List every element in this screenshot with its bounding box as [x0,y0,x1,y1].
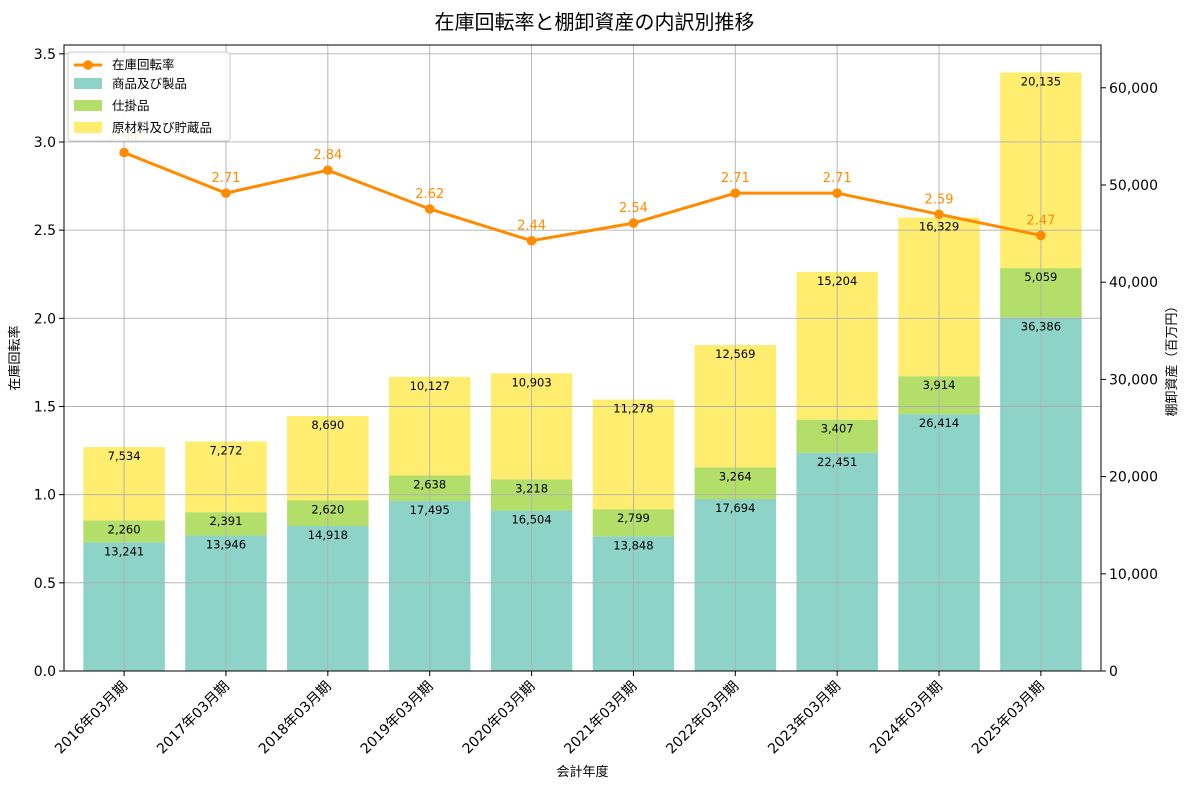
x-tick-label-7: 2023年03月期 [765,679,844,758]
turnover-label-5: 2.54 [619,201,648,216]
bar-label-2-1: 7,272 [209,444,242,458]
bar-label-0-6: 17,694 [715,501,755,515]
bar-label-2-2: 8,690 [311,418,344,432]
y-left-tick-label-1: 0.5 [34,576,56,592]
turnover-point-0 [119,147,129,158]
x-tick-label-9: 2025年03月期 [969,679,1048,758]
bar-label-1-2: 2,620 [311,503,344,517]
bar-label-1-9: 5,059 [1024,270,1057,284]
turnover-point-4 [526,235,537,246]
y-right-tick-label-6: 60,000 [1109,81,1158,97]
y-right-tick-label-4: 40,000 [1109,275,1158,291]
turnover-label-9: 2.47 [1026,213,1055,228]
bar-label-2-8: 16,329 [919,219,959,233]
legend-label-1: 仕掛品 [112,98,150,113]
y-right-tick-label-1: 10,000 [1109,567,1158,583]
bar-label-1-8: 3,914 [923,378,956,392]
bar-label-0-2: 14,918 [308,528,348,542]
bar-label-1-7: 3,407 [821,422,854,436]
x-tick-label-4: 2020年03月期 [460,679,539,758]
bar-label-1-0: 2,260 [108,522,141,536]
bar-label-2-6: 12,569 [715,347,755,361]
bar-label-0-3: 17,495 [410,503,450,517]
x-tick-label-2: 2018年03月期 [256,679,335,758]
bar-label-0-0: 13,241 [104,544,144,558]
legend-swatch-1 [74,100,102,111]
turnover-label-3: 2.62 [415,187,444,202]
turnover-point-3 [424,204,435,214]
bar-label-2-9: 20,135 [1021,74,1061,88]
bar-label-0-1: 13,946 [206,537,246,551]
turnover-label-6: 2.71 [721,171,750,186]
y-left-tick-label-3: 1.5 [34,399,56,415]
turnover-point-9 [1036,230,1046,241]
bar-label-2-7: 15,204 [817,274,857,288]
y-axis-label-right: 棚卸資産（百万円） [1164,299,1180,416]
bar-label-0-9: 36,386 [1021,319,1061,333]
y-right-tick-label-5: 50,000 [1109,178,1158,194]
turnover-point-5 [628,218,639,228]
bar-label-2-5: 11,278 [613,402,653,416]
bar-label-1-5: 2,799 [617,511,650,525]
x-tick-label-0: 2016年03月期 [52,679,131,758]
turnover-label-4: 2.44 [517,219,546,234]
bar-label-1-3: 2,638 [413,477,446,491]
x-tick-label-1: 2017年03月期 [154,679,233,758]
y-axis-label-left: 在庫回転率 [7,325,23,390]
turnover-point-1 [221,188,231,198]
y-left-tick-label-0: 0.0 [34,664,56,680]
legend-label-2: 原材料及び貯蔵品 [112,120,212,135]
bar-label-0-5: 13,848 [613,538,653,552]
bar-label-1-4: 3,218 [515,481,548,495]
x-tick-label-5: 2021年03月期 [561,679,640,758]
y-left-tick-label-4: 2.0 [34,311,56,327]
bar-label-0-7: 22,451 [817,455,857,469]
bar-label-2-0: 7,534 [108,449,141,463]
turnover-point-7 [832,188,842,198]
chart-title: 在庫回転率と棚卸資産の内訳別推移 [434,10,755,34]
y-left-tick-label-6: 3.0 [34,135,56,151]
bar-label-0-4: 16,504 [511,513,551,527]
legend-label-0: 商品及び製品 [112,76,187,91]
bar-label-2-3: 10,127 [410,379,450,393]
turnover-line [123,151,1042,243]
y-right-tick-label-2: 20,000 [1109,470,1158,486]
plot-frame [63,44,1102,672]
x-axis-label: 会計年度 [556,764,608,780]
turnover-label-2: 2.84 [313,148,342,163]
turnover-label-7: 2.71 [823,171,852,186]
legend-box [67,51,231,142]
y-left-tick-label-7: 3.5 [34,47,56,63]
bar-label-0-8: 26,414 [919,416,959,430]
turnover-label-8: 2.59 [925,192,954,207]
legend-label-line: 在庫回転率 [112,57,175,72]
legend-swatch-2 [74,122,102,133]
x-tick-label-6: 2022年03月期 [663,679,742,758]
turnover-label-1: 2.71 [211,171,240,186]
turnover-point-6 [730,188,741,198]
turnover-point-2 [323,165,333,175]
y-right-tick-label-0: 0 [1109,664,1118,680]
y-left-tick-label-5: 2.5 [34,223,56,239]
bar-label-2-4: 10,903 [511,375,551,389]
turnover-point-8 [934,209,944,220]
bar-label-1-1: 2,391 [209,514,242,528]
y-right-tick-label-3: 30,000 [1109,372,1158,388]
legend-swatch-0 [74,78,102,89]
legend-line-marker [83,60,93,70]
bar-label-1-6: 3,264 [719,469,752,483]
x-tick-label-8: 2024年03月期 [867,679,946,758]
x-tick-label-3: 2019年03月期 [358,679,437,758]
y-left-tick-label-2: 1.0 [34,488,56,504]
